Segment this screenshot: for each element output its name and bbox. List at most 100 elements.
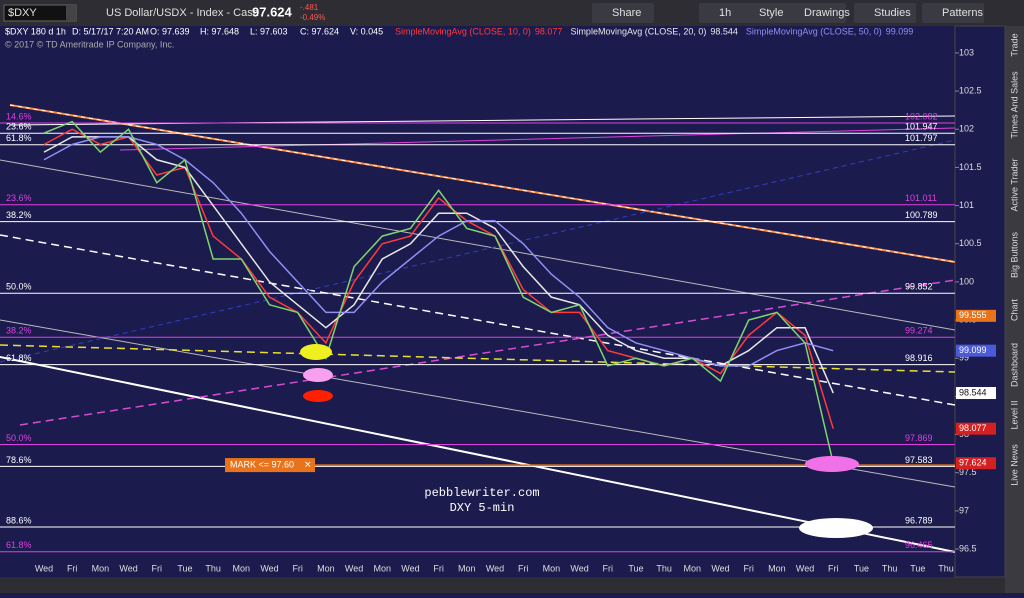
trend-line [9, 104, 956, 263]
x-tick-label: Fri [292, 563, 303, 573]
highlight [303, 390, 333, 402]
toolbar-button[interactable] [592, 3, 654, 23]
annotation: pebblewriter.com [424, 486, 539, 500]
fib-label: 50.0% [6, 433, 32, 443]
fib-value: 96.465 [905, 540, 933, 550]
price-axis [954, 25, 1006, 578]
y-tick-label: 100 [959, 276, 974, 286]
fib-value: 99.274 [905, 326, 933, 336]
legend-value: 98.544 [710, 26, 738, 36]
price-badge-label: 98.077 [959, 423, 987, 433]
trend-lines [0, 104, 956, 553]
x-tick-label: Fri [743, 563, 754, 573]
highlight [300, 344, 332, 360]
symbol[interactable]: $DXY [8, 7, 37, 19]
x-tick-label: Wed [119, 563, 137, 573]
trend-line [0, 356, 956, 553]
fib-value: 101.947 [905, 122, 938, 132]
toolbar-button-label[interactable]: Patterns [942, 7, 983, 19]
side-tab[interactable]: Chart [1009, 299, 1019, 322]
scrollbar[interactable] [0, 577, 1005, 593]
series-line [43, 128, 834, 429]
y-tick-label: 102.5 [959, 85, 982, 95]
x-tick-label: Wed [486, 563, 504, 573]
x-tick-label: Mon [458, 563, 476, 573]
x-tick-label: Wed [260, 563, 278, 573]
mark-close: ✕ [304, 459, 312, 469]
x-tick-label: Tue [628, 563, 643, 573]
legend-name: SimpleMovingAvg (CLOSE, 10, 0) [395, 26, 531, 36]
x-tick-label: Wed [570, 563, 588, 573]
x-tick-label: Fri [433, 563, 444, 573]
legend-name: SimpleMovingAvg (CLOSE, 50, 0) [746, 26, 882, 36]
fib-value: 98.916 [905, 353, 933, 363]
highlight [303, 368, 333, 382]
toolbar-button[interactable] [854, 3, 916, 23]
x-tick-label: Wed [401, 563, 419, 573]
x-tick-label: Wed [796, 563, 814, 573]
trend-line [0, 234, 956, 406]
toolbar-button-label[interactable]: Style [759, 7, 783, 19]
fib-label: 38.2% [6, 326, 32, 336]
toolbar-button-label[interactable]: Drawings [804, 7, 850, 19]
x-tick-label: Fri [518, 563, 529, 573]
side-tab[interactable]: Times And Sales [1009, 71, 1019, 139]
x-tick-label: Wed [345, 563, 363, 573]
fib-label: 61.8% [6, 540, 32, 550]
y-tick-label: 101.5 [959, 162, 982, 172]
side-tab[interactable]: Big Buttons [1009, 231, 1019, 278]
fib-value: 101.011 [905, 193, 937, 203]
side-panel [1005, 26, 1024, 593]
x-tick-label: Tue [910, 563, 925, 573]
fib-value: 99.852 [905, 282, 933, 292]
x-tick-label: Fri [828, 563, 839, 573]
trend-line [0, 344, 956, 373]
fib-label: 23.6% [6, 193, 32, 203]
trend-line [0, 319, 956, 488]
toolbar-button[interactable] [784, 3, 846, 23]
symbol-dropdown[interactable] [66, 5, 76, 21]
last-price: 97.624 [252, 4, 293, 19]
toolbar-button-label[interactable]: Studies [874, 7, 911, 19]
x-tick-label: Fri [603, 563, 614, 573]
ohlc: D: 5/17/17 7:20 AM [72, 26, 149, 36]
price-badge-label: 99.099 [959, 345, 987, 355]
price-badge [956, 387, 996, 400]
x-tick-label: Mon [92, 563, 110, 573]
price-badge-label: 99.555 [959, 310, 987, 320]
price-badge [956, 309, 996, 322]
toolbar-button-label[interactable]: Share [612, 7, 641, 19]
fib-label: 61.8% [6, 133, 32, 143]
side-tab[interactable]: Active Trader [1009, 158, 1019, 211]
x-tick-label: Mon [768, 563, 786, 573]
highlight [805, 456, 859, 472]
plot: 14.6% 102.082 23.6% 101.947 61.8% 101.797 23.6… [0, 111, 955, 553]
side-tab[interactable]: Live News [1009, 444, 1019, 486]
x-tick-label: Mon [543, 563, 561, 573]
toolbar-button-label[interactable]: 1h [719, 7, 731, 19]
fib-label: 88.6% [6, 515, 32, 525]
series-line [43, 136, 834, 367]
description: US Dollar/USDX - Index - Cash [106, 7, 259, 19]
trend-line [0, 139, 956, 363]
x-tick-label: Tue [854, 563, 869, 573]
side-tab[interactable]: Trade [1009, 33, 1019, 56]
series-line [43, 120, 834, 464]
toolbar-button[interactable] [922, 3, 984, 23]
x-tick-label: Fri [152, 563, 163, 573]
ohlc: V: 0.045 [350, 26, 383, 36]
toolbar-bg [0, 0, 1024, 26]
side-tab[interactable]: Level II [1009, 400, 1019, 429]
x-tick-label: Mon [373, 563, 391, 573]
fib-value: 102.082 [905, 111, 938, 121]
ohlc: H: 97.648 [200, 26, 239, 36]
fib-label: 50.0% [6, 282, 32, 292]
y-tick-label: 101 [959, 200, 974, 210]
legend-name: SimpleMovingAvg (CLOSE, 20, 0) [570, 26, 706, 36]
fib-label: 23.6% [6, 122, 32, 132]
change-pct: -0.49% [300, 13, 325, 22]
trend-line [9, 115, 956, 126]
side-tab[interactable]: Dashboard [1009, 343, 1019, 387]
fib-label: 38.2% [6, 210, 32, 220]
